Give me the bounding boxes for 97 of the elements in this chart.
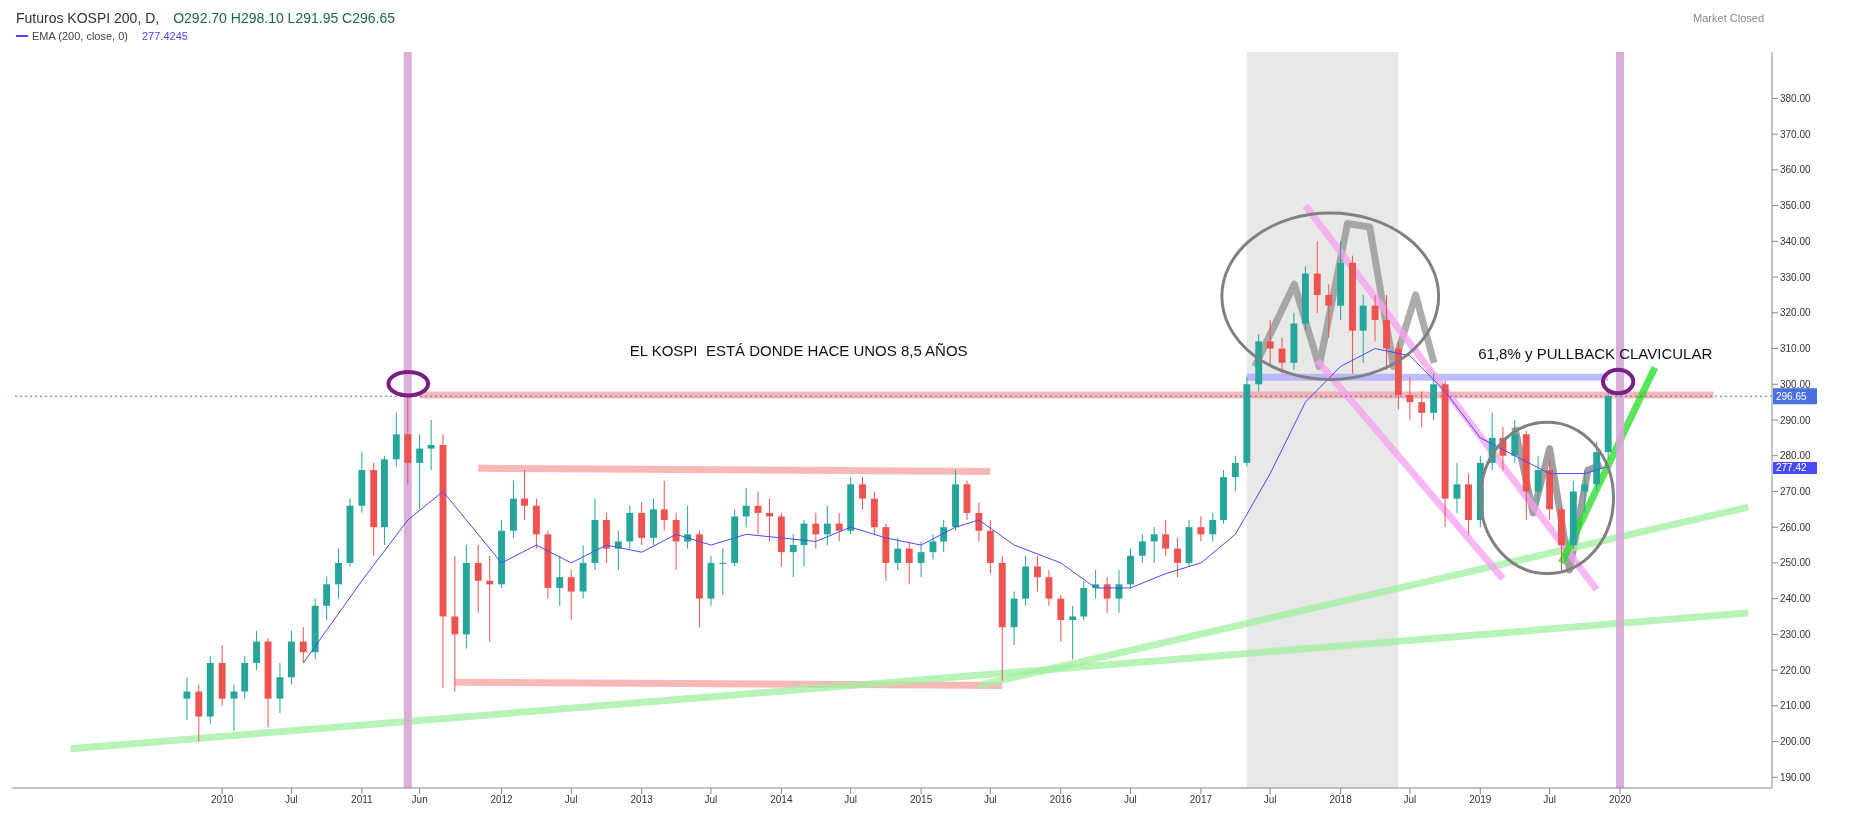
x-tick-label: Jul — [564, 794, 578, 806]
y-tick-label: 250.00 — [1780, 557, 1812, 569]
candlestick — [823, 505, 831, 546]
x-tick-label: 2012 — [490, 794, 514, 806]
candlestick — [1581, 469, 1589, 514]
y-tick-label: 340.00 — [1780, 235, 1812, 247]
y-tick-label: 360.00 — [1780, 164, 1812, 176]
candlestick — [1406, 376, 1414, 421]
candlestick — [1231, 455, 1239, 492]
candlestick — [1209, 512, 1217, 542]
x-tick-label: 2017 — [1189, 794, 1213, 806]
x-tick-label: Jun — [411, 794, 428, 806]
candlestick — [672, 512, 680, 571]
y-tick-label: 310.00 — [1780, 343, 1812, 355]
y-tick-label: 300.00 — [1780, 378, 1812, 390]
x-tick-label: 2013 — [630, 794, 654, 806]
legend-label: EMA (200, close, 0) — [32, 30, 128, 42]
x-tick-label: Jul — [1403, 794, 1417, 806]
y-tick-label: 230.00 — [1780, 628, 1812, 640]
candlestick — [1197, 515, 1205, 542]
y-tick-label: 380.00 — [1780, 93, 1812, 104]
candlestick — [742, 487, 750, 528]
y-tick-label: 370.00 — [1780, 128, 1812, 140]
y-tick-label: 350.00 — [1780, 200, 1812, 212]
candlestick — [427, 419, 435, 471]
candlestick — [253, 630, 261, 671]
candlestick — [521, 469, 528, 521]
y-tick-label: 190.00 — [1780, 771, 1812, 783]
y-tick-label: 210.00 — [1780, 700, 1812, 712]
x-tick-label: Jul — [1124, 794, 1137, 806]
candlestick — [1371, 294, 1379, 342]
candlestick — [917, 540, 925, 578]
y-tick-label: 280.00 — [1780, 450, 1812, 462]
candlestick — [1162, 519, 1170, 557]
x-tick-label: 2014 — [770, 794, 793, 806]
candlestick — [451, 555, 459, 693]
candlestick — [323, 576, 331, 621]
x-tick-label: Jul — [704, 794, 718, 806]
y-tick-label: 240.00 — [1780, 593, 1812, 605]
x-tick-label: 2010 — [211, 794, 234, 806]
text: 277.4245 — [142, 30, 188, 42]
candlestick — [812, 512, 820, 550]
candlestick — [1174, 537, 1181, 578]
candlestick — [1045, 569, 1053, 607]
y-tick-label: 270.00 — [1780, 486, 1812, 498]
x-tick-label: 2011 — [351, 794, 374, 806]
x-tick-label: Jul — [1543, 794, 1557, 806]
x-tick-label: Jul — [983, 794, 997, 806]
candlestick — [1418, 390, 1426, 428]
candlestick — [416, 433, 424, 510]
candlestick — [894, 537, 902, 571]
candlestick — [299, 626, 307, 664]
candlestick — [905, 540, 913, 585]
text: 277.42 — [1773, 462, 1817, 475]
candlestick — [859, 476, 866, 510]
y-tick-label: 220.00 — [1780, 664, 1812, 676]
x-tick-label: 2015 — [909, 794, 933, 806]
y-tick-label: 290.00 — [1780, 414, 1812, 426]
text: Market Closed — [1693, 12, 1764, 24]
x-tick-label: Jul — [1263, 794, 1277, 806]
candlestick — [975, 501, 983, 542]
chart-subtitle: O292.70 H298.10 L291.95 C296.65 — [173, 10, 396, 26]
annotation: 61,8% y PULLBACK CLAVICULAR — [1478, 345, 1713, 363]
candlestick — [1150, 526, 1158, 564]
x-tick-label: 2019 — [1469, 794, 1492, 806]
candlestick — [1057, 594, 1065, 643]
candlestick — [1325, 283, 1333, 339]
candlestick — [1103, 576, 1111, 614]
candlestick — [556, 555, 564, 607]
candlestick — [719, 548, 727, 596]
candlestick — [1511, 419, 1519, 464]
candlestick — [1534, 455, 1542, 503]
x-tick-label: Jul — [844, 794, 858, 806]
x-tick-label: 2016 — [1049, 794, 1073, 806]
candlestick — [1138, 533, 1146, 564]
candlestick — [789, 533, 797, 578]
candlestick — [335, 548, 342, 600]
x-tick-label: 2020 — [1608, 794, 1632, 806]
candlestick — [660, 480, 668, 532]
candlestick — [1034, 555, 1041, 592]
candlestick — [276, 662, 284, 714]
chart-title: Futuros KOSPI 200, D, — [16, 10, 160, 26]
candlestick — [1453, 462, 1461, 514]
x-tick-label: 2018 — [1329, 794, 1353, 806]
candlestick — [1313, 240, 1321, 314]
candlestick — [474, 544, 482, 614]
x-tick-label: Jul — [285, 794, 298, 806]
y-tick-label: 260.00 — [1780, 521, 1812, 533]
y-tick-label: 200.00 — [1780, 736, 1812, 748]
y-tick-label: 330.00 — [1780, 271, 1812, 283]
ref-line-label: 296.65 — [1776, 391, 1808, 403]
candlestick — [183, 676, 191, 721]
candlestick — [835, 512, 843, 542]
annotation: EL KOSPI ESTÁ DONDE HACE UNOS 8,5 AÑOS — [629, 342, 968, 360]
candlestick — [567, 569, 575, 621]
y-tick-label: 320.00 — [1780, 307, 1812, 319]
candlestick — [1266, 319, 1274, 367]
